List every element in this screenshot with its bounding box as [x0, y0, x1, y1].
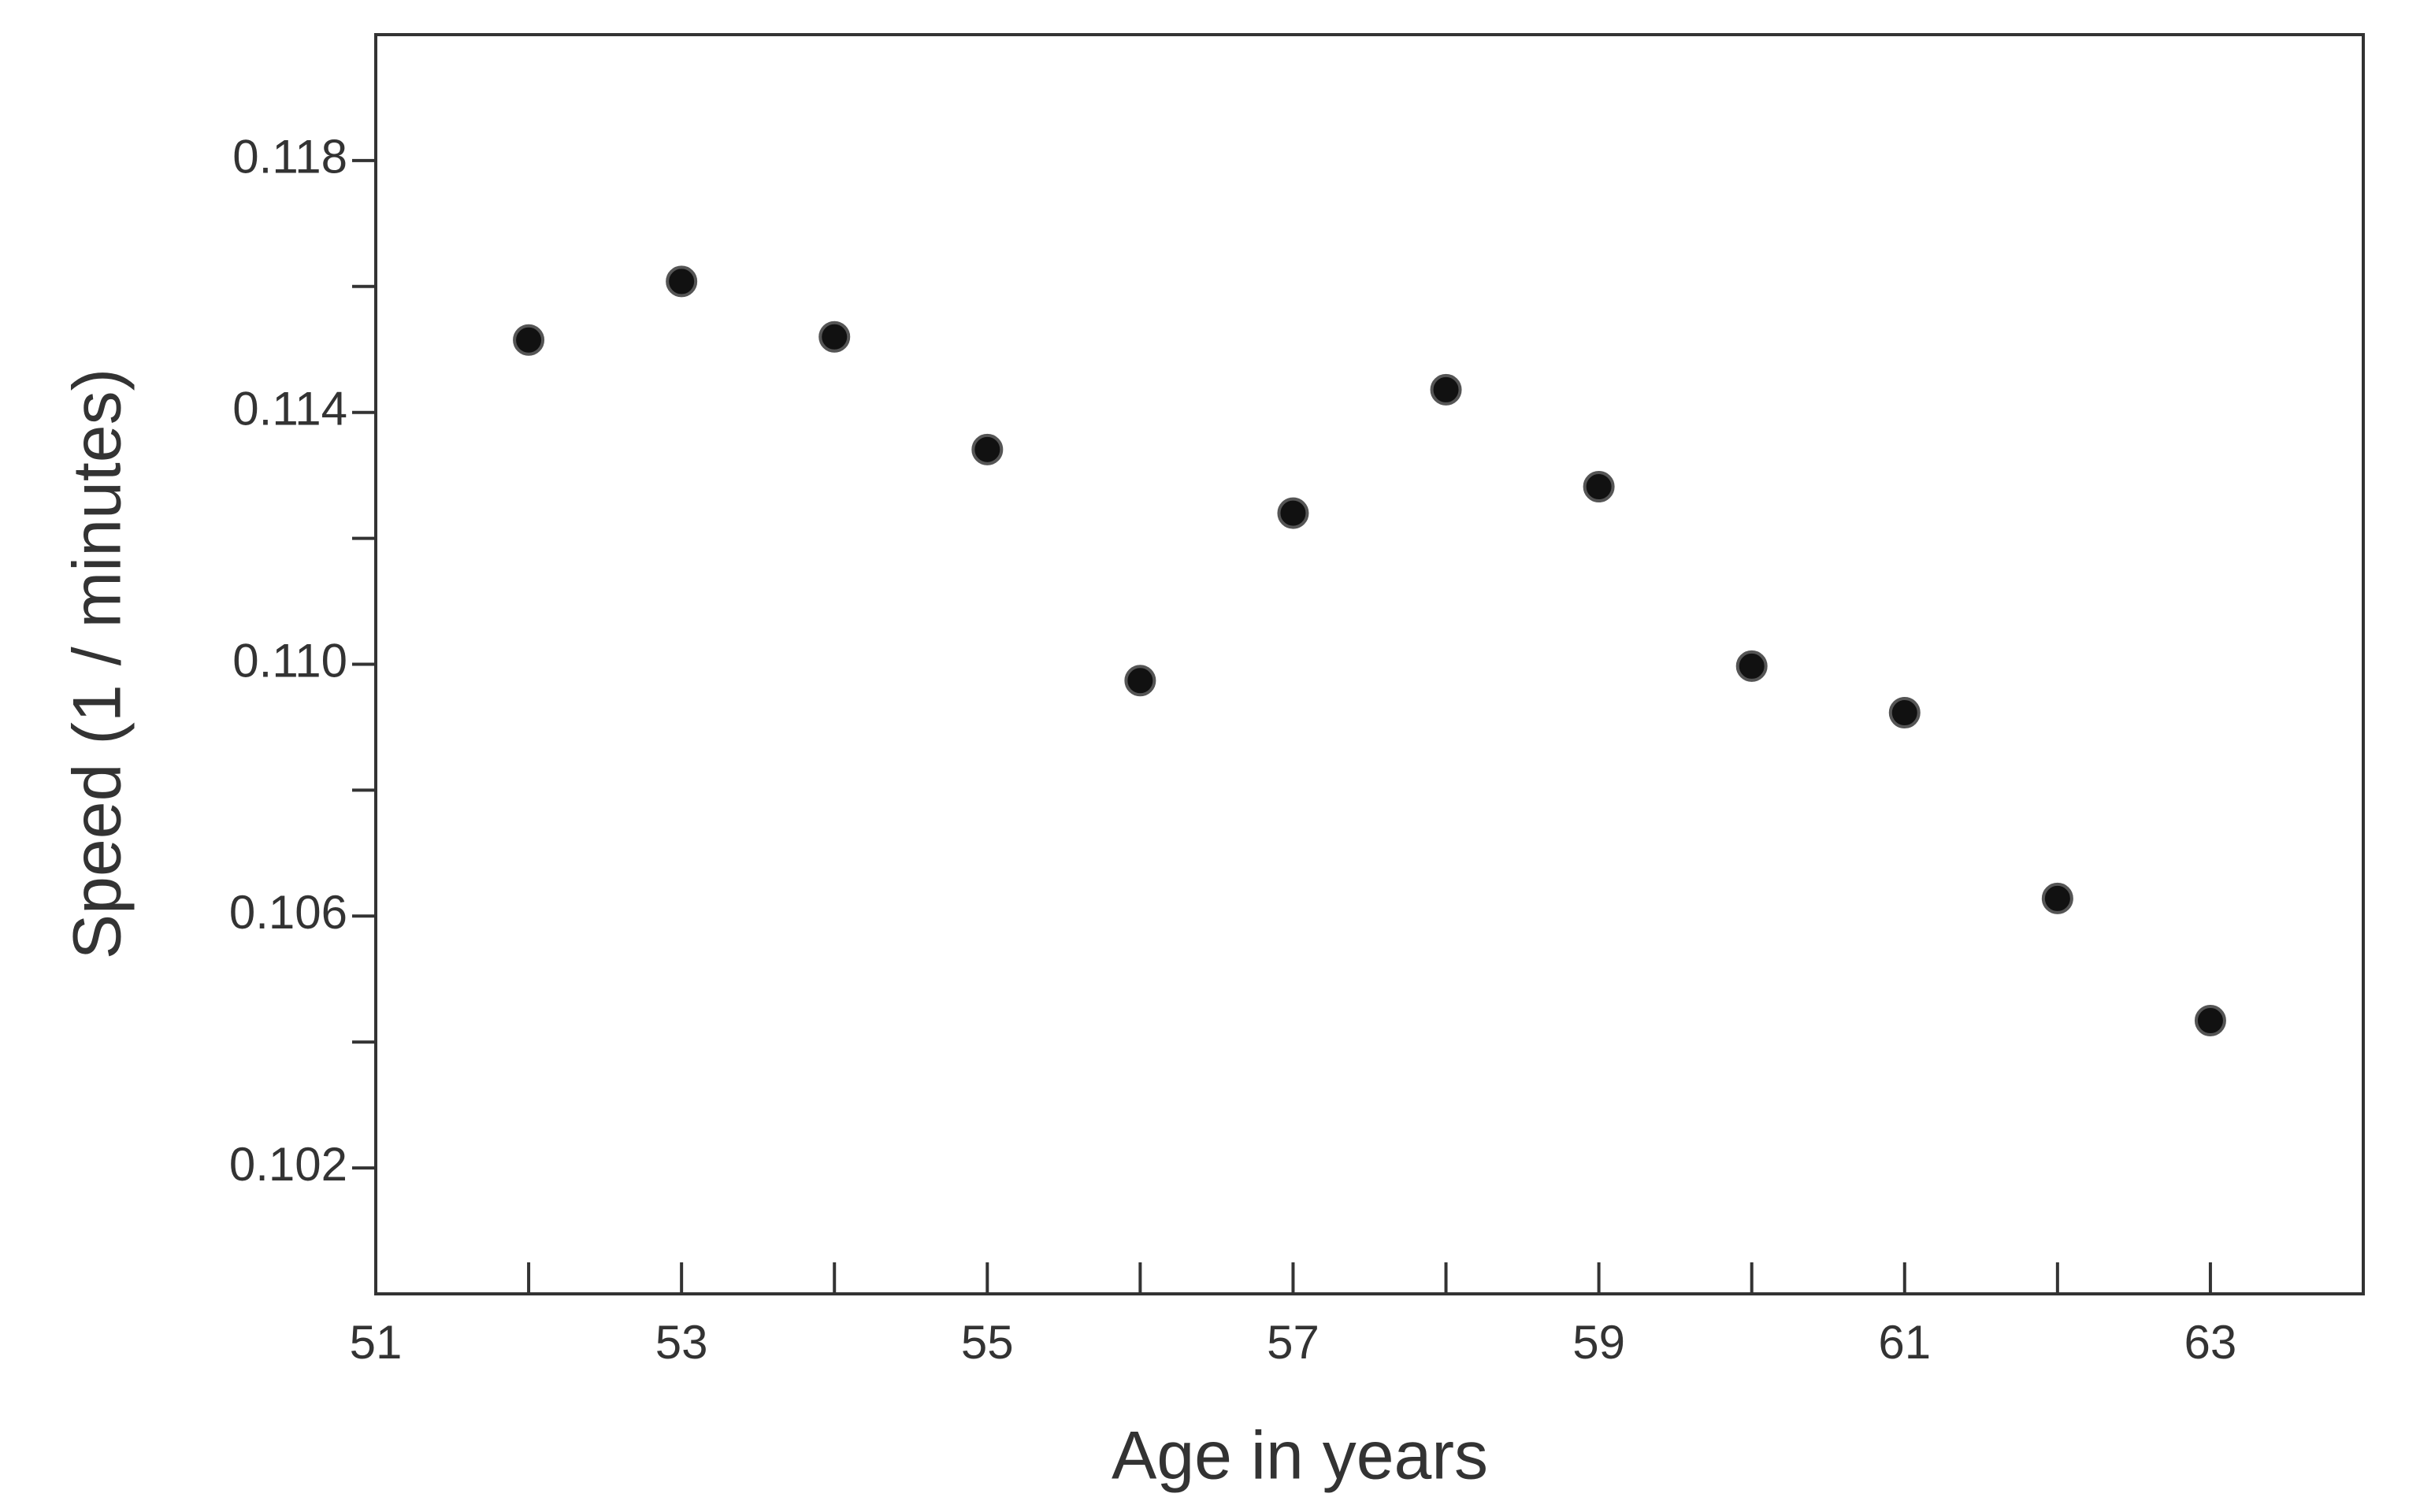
- x-axis-label: Age in years: [1112, 1418, 1488, 1494]
- x-tick-label: 63: [2184, 1316, 2237, 1369]
- data-point: [818, 321, 851, 353]
- data-point: [971, 433, 1004, 465]
- data-point: [1888, 697, 1921, 729]
- y-tick-label: 0.114: [232, 383, 347, 435]
- data-point: [1124, 665, 1156, 697]
- data-point: [1430, 373, 1462, 406]
- x-tick-label: 53: [655, 1316, 708, 1369]
- x-tick-label: 51: [350, 1316, 403, 1369]
- data-point: [1735, 650, 1768, 682]
- data-point: [2041, 882, 2073, 914]
- y-tick-label: 0.110: [232, 634, 347, 687]
- x-tick-label: 61: [1878, 1316, 1931, 1369]
- y-tick-label: 0.118: [232, 131, 347, 183]
- x-tick-label: 57: [1267, 1316, 1319, 1369]
- data-point: [666, 265, 698, 298]
- x-tick-label: 55: [961, 1316, 1014, 1369]
- y-tick-label: 0.102: [229, 1138, 347, 1191]
- y-tick-label: 0.106: [229, 886, 347, 939]
- plot-frame: [374, 33, 2365, 1295]
- data-point: [513, 324, 545, 356]
- data-point: [1583, 471, 1615, 503]
- y-axis-label: Speed (1 / minutes): [60, 369, 135, 959]
- x-tick-label: 59: [1572, 1316, 1625, 1369]
- data-point: [1277, 497, 1309, 529]
- data-point: [2194, 1005, 2226, 1037]
